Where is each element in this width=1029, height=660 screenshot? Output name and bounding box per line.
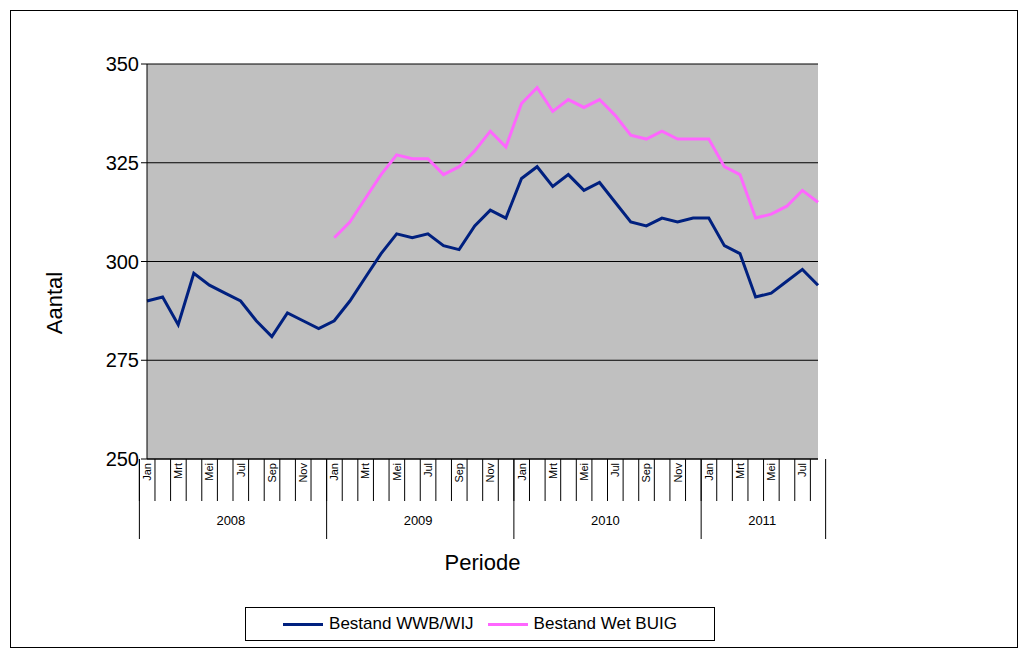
svg-text:Nov: Nov [297, 463, 309, 483]
svg-text:2010: 2010 [591, 513, 620, 528]
svg-text:Mrt: Mrt [547, 463, 559, 479]
svg-text:300: 300 [106, 251, 139, 273]
svg-text:Mrt: Mrt [359, 463, 371, 479]
svg-text:Sep: Sep [640, 463, 652, 483]
svg-text:Mrt: Mrt [172, 463, 184, 479]
svg-text:Mei: Mei [203, 463, 215, 481]
html-text:Bestand WWB/WIJ: Bestand WWB/WIJ [329, 614, 474, 633]
svg-text:Jul: Jul [422, 463, 434, 477]
svg-text:Jan: Jan [516, 463, 528, 481]
svg-text:Nov: Nov [484, 463, 496, 483]
svg-text:Mei: Mei [391, 463, 403, 481]
html-text:Bestand Wet BUIG: Bestand Wet BUIG [533, 614, 677, 633]
svg-text:Jan: Jan [328, 463, 340, 481]
svg-text:Sep: Sep [266, 463, 278, 483]
svg-text:Nov: Nov [672, 463, 684, 483]
svg-text:325: 325 [106, 152, 139, 174]
svg-text:250: 250 [106, 448, 139, 470]
html-text:Aantal: Aantal [42, 271, 67, 335]
svg-text:2011: 2011 [748, 513, 776, 528]
svg-text:Mei: Mei [765, 463, 777, 481]
html-text:Periode: Periode [444, 550, 521, 575]
svg-text:350: 350 [106, 53, 139, 75]
svg-text:Jul: Jul [235, 463, 247, 477]
svg-text:Jul: Jul [609, 463, 621, 477]
svg-text:275: 275 [106, 349, 139, 371]
svg-text:Mrt: Mrt [734, 463, 746, 479]
svg-text:Jan: Jan [703, 463, 715, 481]
svg-text:2009: 2009 [404, 513, 433, 528]
svg-text:Jul: Jul [796, 463, 808, 477]
svg-text:Mei: Mei [578, 463, 590, 481]
svg-text:2008: 2008 [216, 513, 245, 528]
svg-text:Sep: Sep [453, 463, 465, 483]
svg-text:Jan: Jan [141, 463, 153, 481]
